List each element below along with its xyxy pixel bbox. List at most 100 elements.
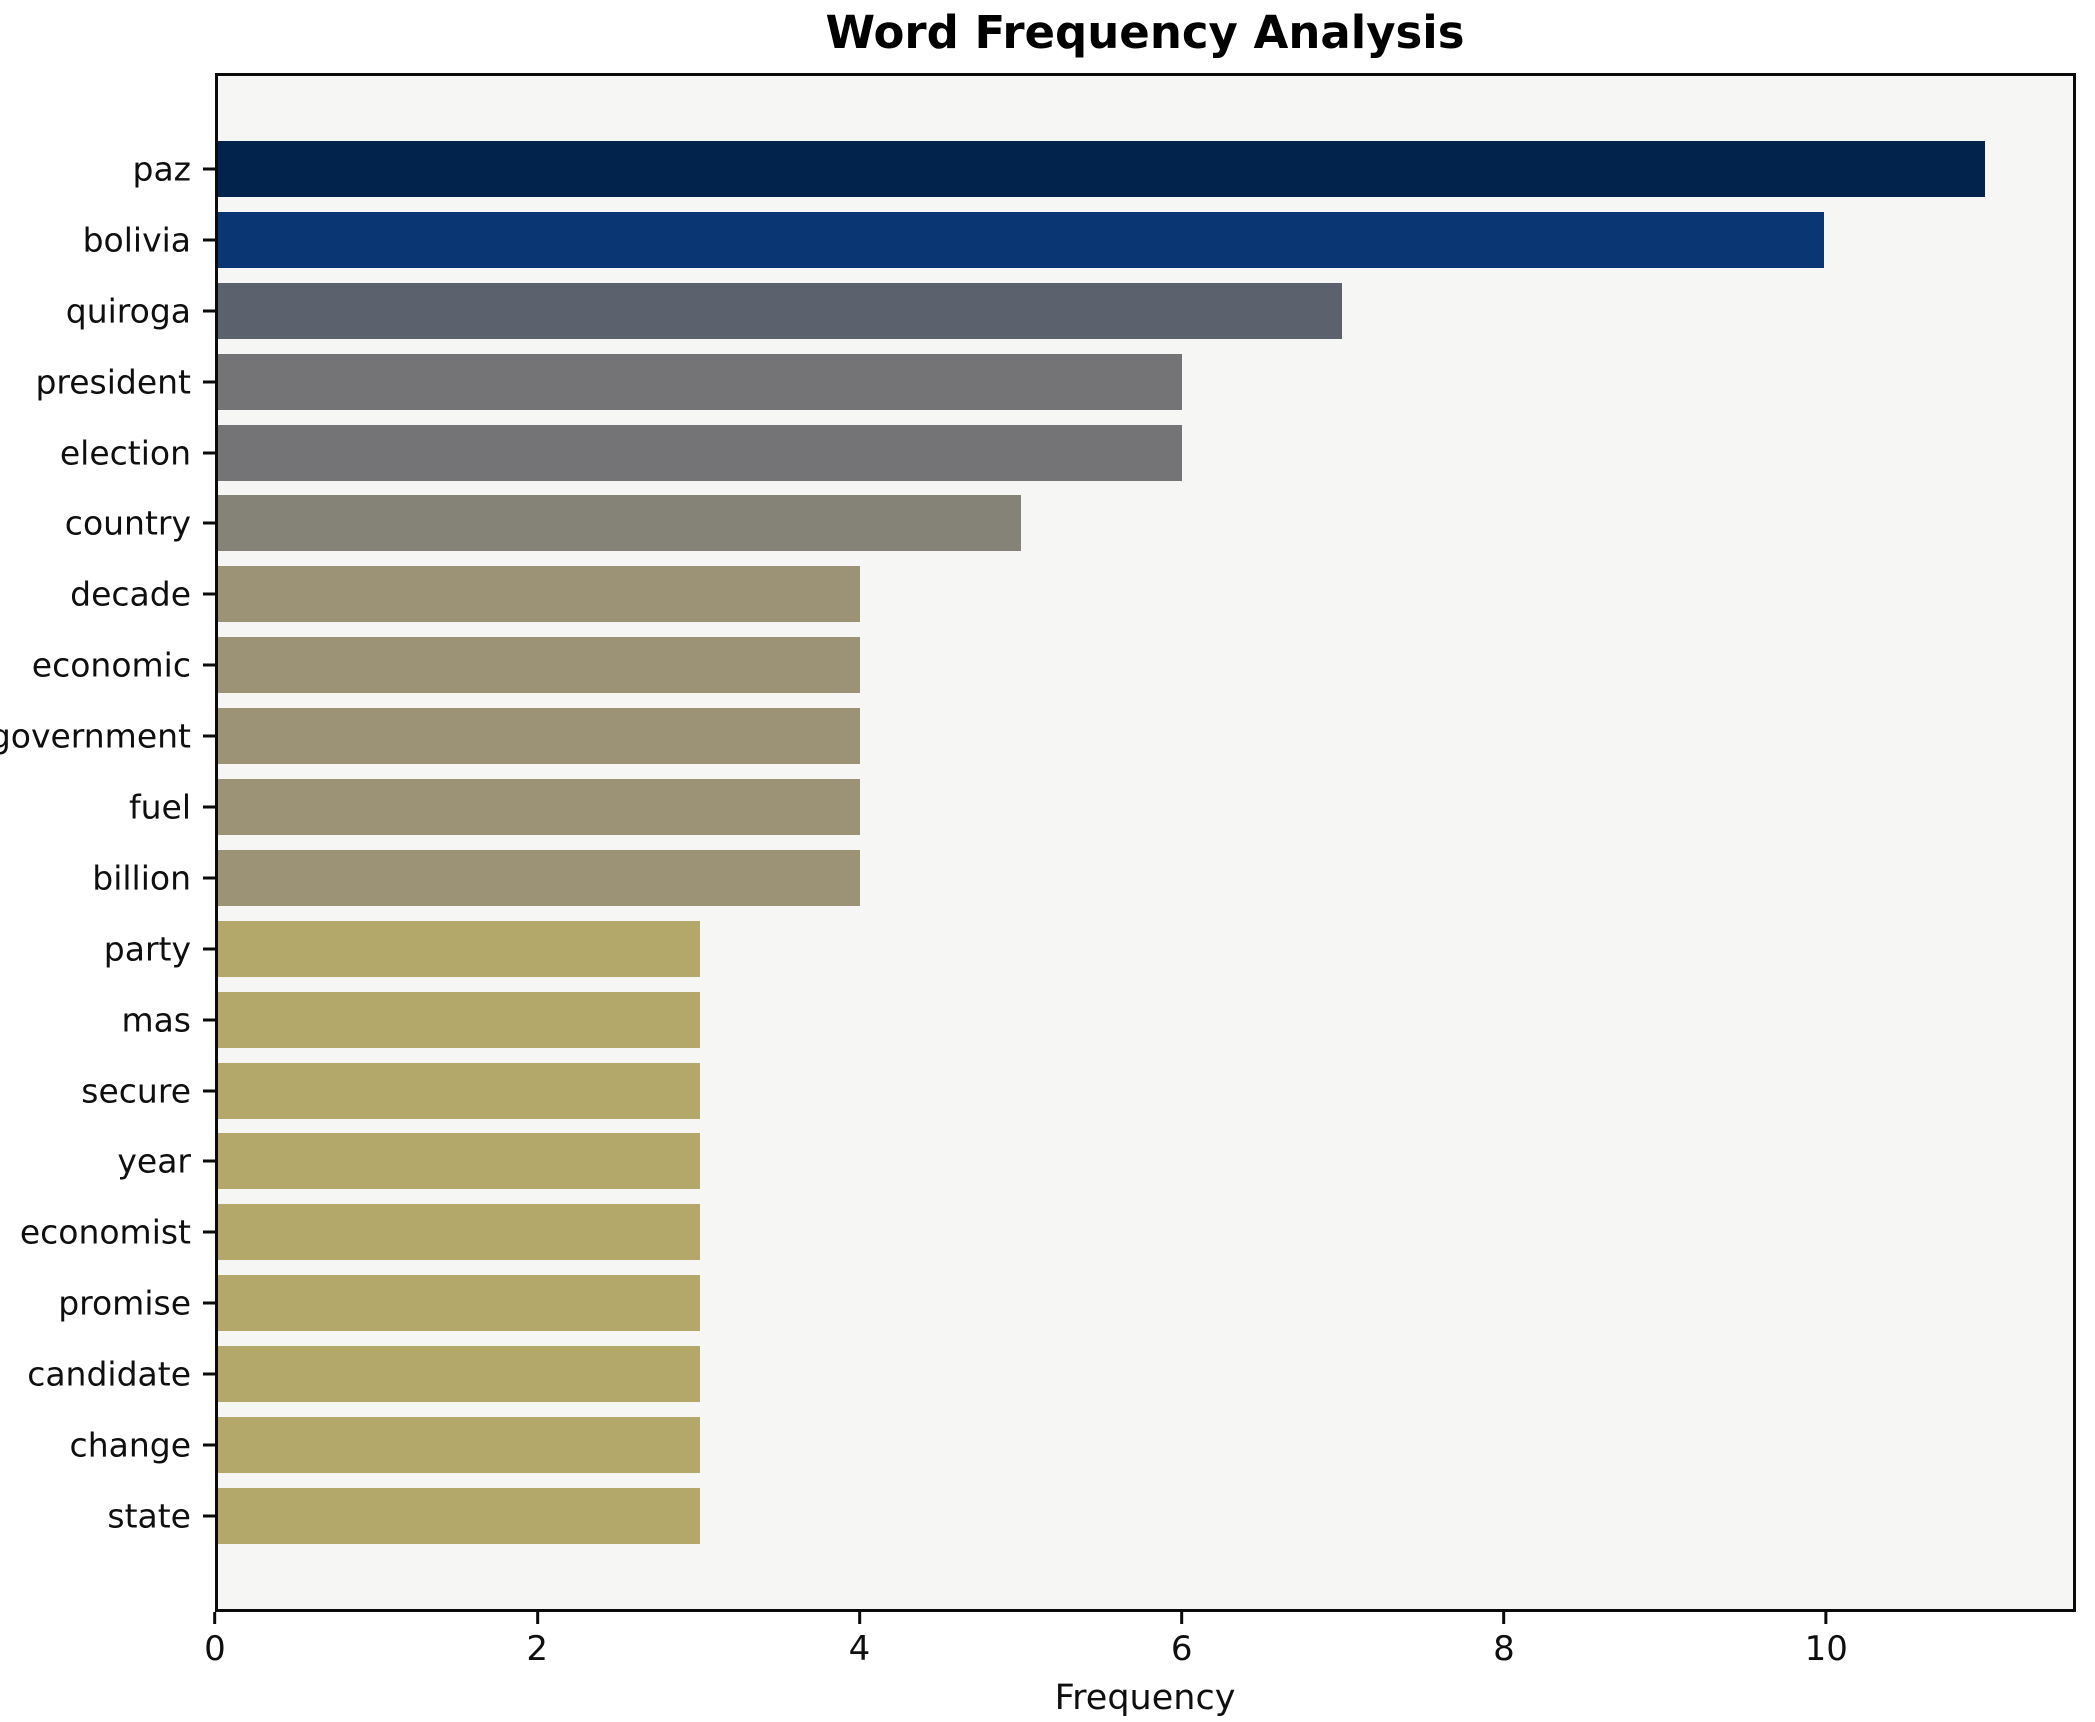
frequency-bar bbox=[218, 424, 1182, 481]
frequency-bar bbox=[218, 1204, 700, 1261]
y-tick-mark bbox=[203, 876, 215, 880]
y-axis-label: state bbox=[107, 1496, 191, 1536]
y-axis-label: economic bbox=[31, 645, 191, 685]
x-axis-tick: 6 bbox=[1171, 1612, 1193, 1666]
bar-row: country bbox=[65, 495, 2073, 552]
y-tick-mark bbox=[203, 1089, 215, 1093]
bar-row: year bbox=[117, 1133, 2073, 1190]
y-axis-label: economist bbox=[19, 1212, 191, 1252]
y-axis-label: decade bbox=[70, 574, 191, 614]
y-tick-mark bbox=[203, 663, 215, 667]
y-tick-mark bbox=[203, 238, 215, 242]
y-tick-mark bbox=[203, 521, 215, 525]
y-tick-mark bbox=[203, 1514, 215, 1518]
y-axis-label: change bbox=[69, 1425, 191, 1465]
frequency-bar bbox=[218, 1062, 700, 1119]
bar-row: mas bbox=[121, 991, 2073, 1048]
frequency-bar bbox=[218, 1346, 700, 1403]
frequency-bar bbox=[218, 991, 700, 1048]
bar-row: quiroga bbox=[66, 282, 2073, 339]
bar-row: promise bbox=[58, 1275, 2073, 1332]
bar-row: secure bbox=[81, 1062, 2073, 1119]
frequency-bar bbox=[218, 141, 1985, 197]
x-tick-mark bbox=[857, 1612, 861, 1624]
y-axis-label: candidate bbox=[27, 1354, 191, 1394]
x-tick-mark bbox=[1824, 1612, 1828, 1624]
y-axis-label: government bbox=[0, 716, 191, 756]
frequency-bar bbox=[218, 779, 861, 836]
x-axis-tick: 10 bbox=[1805, 1612, 1848, 1666]
frequency-bar bbox=[218, 1133, 700, 1190]
bar-row: government bbox=[0, 708, 2073, 765]
x-axis-tick: 0 bbox=[204, 1612, 226, 1666]
y-tick-mark bbox=[203, 947, 215, 951]
frequency-bar bbox=[218, 849, 861, 906]
frequency-bar bbox=[218, 566, 861, 623]
y-tick-mark bbox=[203, 734, 215, 738]
frequency-bar bbox=[218, 637, 861, 694]
y-tick-mark bbox=[203, 451, 215, 455]
y-tick-mark bbox=[203, 1443, 215, 1447]
frequency-bar bbox=[218, 282, 1343, 339]
y-tick-mark bbox=[203, 1159, 215, 1163]
frequency-bar bbox=[218, 708, 861, 765]
bar-row: economic bbox=[32, 637, 2073, 694]
chart-title: Word Frequency Analysis bbox=[825, 6, 1465, 59]
frequency-bar bbox=[218, 1417, 700, 1474]
x-axis-tick: 2 bbox=[526, 1612, 548, 1666]
bar-row: decade bbox=[70, 566, 2073, 623]
y-tick-mark bbox=[203, 1230, 215, 1234]
bar-row: change bbox=[70, 1417, 2073, 1474]
y-axis-label: promise bbox=[58, 1283, 191, 1323]
y-tick-mark bbox=[203, 380, 215, 384]
x-axis-tick: 4 bbox=[848, 1612, 871, 1669]
y-axis-label: election bbox=[59, 433, 191, 473]
y-axis-label: party bbox=[103, 929, 191, 969]
x-axis-title: Frequency bbox=[1054, 1678, 1236, 1718]
frequency-bar bbox=[218, 920, 700, 977]
x-tick-label: 4 bbox=[848, 1629, 871, 1669]
bars-container: paz bolivia quiroga president election countr… bbox=[0, 76, 2073, 1609]
bar-row: billion bbox=[92, 849, 2073, 906]
x-tick-mark bbox=[213, 1612, 217, 1624]
y-axis-label: year bbox=[117, 1141, 191, 1181]
bar-row: party bbox=[104, 920, 2073, 977]
x-axis-tick: 8 bbox=[1493, 1612, 1515, 1666]
frequency-bar bbox=[218, 495, 1022, 552]
y-axis-label: billion bbox=[92, 858, 191, 898]
y-tick-mark bbox=[203, 1018, 215, 1022]
y-tick-mark bbox=[203, 1372, 215, 1376]
bar-row: president bbox=[35, 353, 2073, 410]
x-tick-label: 2 bbox=[526, 1629, 549, 1669]
y-axis-label: president bbox=[35, 362, 191, 402]
x-tick-label: 0 bbox=[204, 1629, 226, 1669]
frequency-bar bbox=[218, 211, 1825, 268]
frequency-bar bbox=[218, 1487, 700, 1544]
bar-row: candidate bbox=[27, 1346, 2073, 1403]
frequency-bar bbox=[218, 1275, 700, 1332]
y-axis-label: fuel bbox=[128, 787, 191, 827]
plot-area: paz bolivia quiroga president election countr… bbox=[0, 73, 2076, 1612]
bar-row: fuel bbox=[129, 779, 2073, 836]
bar-row: election bbox=[60, 424, 2073, 481]
x-tick-label: 10 bbox=[1804, 1629, 1848, 1669]
bar-row: paz bbox=[133, 141, 2073, 197]
bar-row: state bbox=[107, 1487, 2073, 1544]
y-axis-label: secure bbox=[81, 1071, 191, 1111]
bar-row: bolivia bbox=[83, 211, 2073, 268]
y-axis-label: quiroga bbox=[65, 291, 191, 331]
y-axis-label: bolivia bbox=[82, 220, 191, 260]
frequency-bar bbox=[218, 353, 1182, 410]
y-tick-mark bbox=[203, 592, 215, 596]
x-tick-mark bbox=[1502, 1612, 1506, 1624]
y-axis-label: mas bbox=[121, 1000, 191, 1040]
x-tick-mark bbox=[1180, 1612, 1184, 1624]
x-tick-label: 6 bbox=[1170, 1629, 1193, 1669]
x-tick-label: 8 bbox=[1493, 1629, 1515, 1669]
y-tick-mark bbox=[203, 1301, 215, 1305]
y-tick-mark bbox=[203, 309, 215, 313]
y-tick-mark bbox=[203, 167, 215, 171]
y-tick-mark bbox=[203, 805, 215, 809]
y-axis-label: country bbox=[64, 503, 191, 543]
